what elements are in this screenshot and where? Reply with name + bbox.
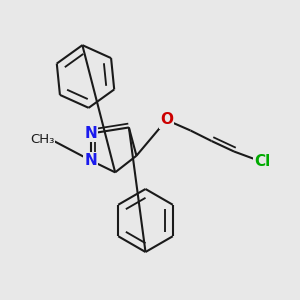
Text: Cl: Cl [254,154,271,169]
Text: O: O [160,112,173,128]
Text: N: N [85,153,97,168]
Text: CH₃: CH₃ [30,133,54,146]
Text: N: N [85,126,97,141]
